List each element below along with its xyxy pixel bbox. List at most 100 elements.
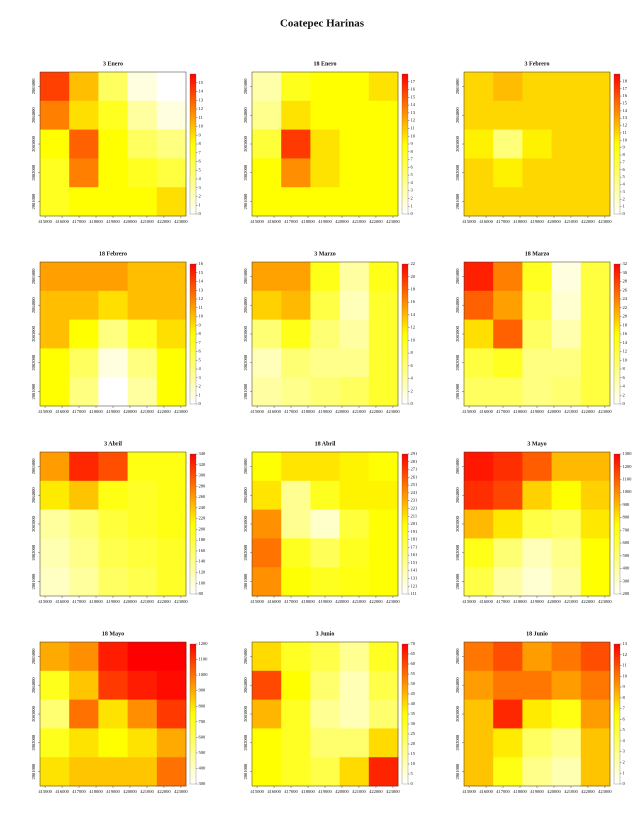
x-tick-label: 420000 — [123, 409, 137, 414]
colorbar-tick-label: 6 — [623, 716, 626, 721]
heat-cell — [98, 377, 128, 407]
colorbar-tick-label: 11 — [411, 125, 415, 130]
heat-cell — [464, 538, 494, 568]
x-tick-label: 417000 — [284, 219, 298, 224]
colorbar-tick-label: 1000 — [199, 672, 209, 677]
colorbar-tick-label: 2 — [411, 195, 413, 200]
heat-cell — [551, 538, 582, 568]
heat-cell — [368, 480, 399, 510]
panel-title: 3 Junio — [316, 631, 335, 637]
y-tick-label: 2083000 — [31, 705, 36, 722]
heat-cell — [281, 757, 311, 787]
y-tick-label: 2081000 — [455, 573, 460, 590]
colorbar-tick-label: 5 — [199, 357, 202, 362]
heat-cell — [156, 158, 187, 188]
colorbar-tick-label: 8 — [411, 350, 414, 355]
heat-cell — [368, 757, 399, 787]
heat-cell — [127, 319, 158, 349]
heat-cell — [281, 642, 311, 672]
heat-cell — [551, 567, 582, 597]
colorbar — [401, 643, 409, 785]
heat-cell — [281, 670, 311, 700]
heat-cell — [40, 699, 70, 729]
heat-cell — [493, 480, 523, 510]
heat-cell — [339, 187, 370, 217]
panel-title: 18 Marzo — [525, 251, 550, 257]
panel-title: 18 Junio — [526, 631, 548, 637]
colorbar-tick-label: 1000 — [623, 489, 633, 494]
heat-cell — [156, 642, 187, 672]
x-tick-label: 422000 — [369, 599, 383, 604]
x-tick-label: 415000 — [462, 599, 476, 604]
heat-cell — [69, 509, 99, 539]
heat-cell — [69, 262, 99, 292]
x-tick-label: 420000 — [547, 409, 561, 414]
colorbar-tick-label: 4 — [199, 176, 202, 181]
x-tick-label: 421000 — [352, 599, 366, 604]
heat-cell — [310, 567, 340, 597]
colorbar-tick-label: 320 — [199, 462, 207, 467]
x-tick-label: 416000 — [55, 409, 69, 414]
colorbar-tick-label: 600 — [199, 734, 207, 739]
heat-cell — [310, 290, 340, 320]
heat-cell — [156, 567, 187, 597]
heat-cell — [493, 158, 523, 188]
heat-cell — [522, 290, 552, 320]
heat-cell — [551, 72, 582, 102]
heat-cell — [551, 728, 582, 758]
heat-cell — [281, 538, 311, 568]
colorbar-tick-label: 700 — [199, 719, 207, 724]
heat-cell — [40, 187, 70, 217]
y-tick-label: 2084000 — [455, 297, 460, 314]
heat-cell — [69, 480, 99, 510]
heat-cell — [310, 757, 340, 787]
heat-cell — [127, 72, 158, 102]
heat-cell — [339, 480, 370, 510]
colorbar-tick-label: 900 — [623, 502, 631, 507]
x-tick-label: 422000 — [581, 219, 595, 224]
colorbar-tick-label: 3 — [623, 749, 626, 754]
x-tick-label: 422000 — [157, 409, 171, 414]
y-tick-label: 2084000 — [31, 107, 36, 124]
heat-cell — [493, 509, 523, 539]
heat-cell — [368, 452, 399, 482]
y-tick-label: 2082000 — [455, 164, 460, 181]
y-tick-label: 2083000 — [243, 705, 248, 722]
heat-cell — [156, 757, 187, 787]
heat-cell — [156, 480, 187, 510]
heat-cell — [493, 72, 523, 102]
colorbar-tick-label: 171 — [411, 544, 418, 549]
x-tick-label: 421000 — [564, 599, 578, 604]
heat-cell — [464, 728, 494, 758]
y-tick-label: 2083000 — [243, 135, 248, 152]
heat-cell — [368, 319, 399, 349]
heat-cell — [40, 72, 70, 102]
heat-cell — [40, 100, 70, 130]
x-tick-label: 417000 — [284, 789, 298, 794]
colorbar-tick-label: 500 — [199, 750, 207, 755]
colorbar — [613, 453, 621, 595]
colorbar-tick-label: 10 — [199, 124, 204, 129]
colorbar-tick-label: 12 — [623, 349, 628, 354]
heat-cell — [156, 290, 187, 320]
colorbar-tick-label: 15 — [623, 101, 628, 106]
figure-title: Coatepec Harinas — [280, 18, 365, 30]
heat-cell — [127, 509, 158, 539]
y-tick-label: 2085000 — [455, 458, 460, 475]
panel-title: 3 Mayo — [527, 441, 546, 447]
x-tick-label: 419000 — [530, 219, 544, 224]
colorbar-tick-label: 0 — [623, 401, 626, 406]
heat-cell — [252, 319, 282, 349]
y-tick-label: 2081000 — [31, 193, 36, 210]
colorbar-tick-label: 800 — [623, 515, 631, 520]
y-tick-label: 2081000 — [243, 383, 248, 400]
heat-cell — [252, 290, 282, 320]
colorbar-tick-label: 16 — [623, 331, 628, 336]
x-tick-label: 417000 — [72, 599, 86, 604]
heat-cell — [252, 642, 282, 672]
heat-cell — [40, 158, 70, 188]
x-tick-label: 416000 — [479, 789, 493, 794]
heat-cell — [522, 757, 552, 787]
x-tick-label: 418000 — [301, 599, 315, 604]
x-tick-label: 423000 — [386, 789, 400, 794]
